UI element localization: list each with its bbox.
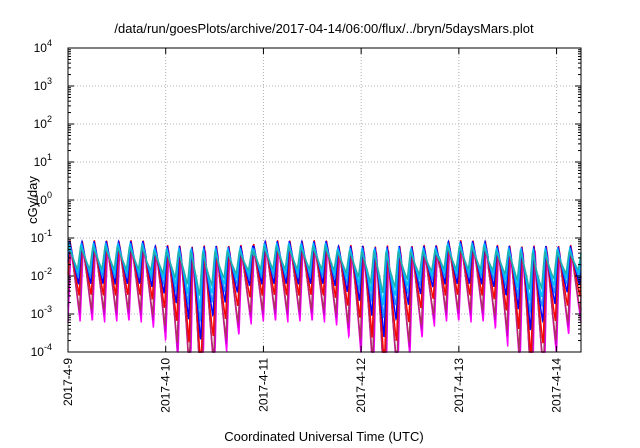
axis-ticks xyxy=(67,47,581,353)
y-tick-label: 103 xyxy=(34,76,52,93)
y-tick-labels: 10-4 10-3 10-2 10-1 100 101 102 103 104 xyxy=(31,38,52,359)
x-tick-label: 2017-4-10 xyxy=(159,358,173,413)
y-tick-label: 10-4 xyxy=(31,342,52,359)
x-tick-label: 2017-4-13 xyxy=(452,358,466,413)
series-line xyxy=(67,243,582,353)
x-tick-label: 2017-4-12 xyxy=(354,358,368,413)
x-axis-label: Coordinated Universal Time (UTC) xyxy=(224,429,423,444)
series-line xyxy=(67,243,582,296)
y-tick-label: 10-1 xyxy=(31,228,52,245)
x-tick-label: 2017-4-9 xyxy=(61,358,75,406)
x-tick-label: 2017-4-14 xyxy=(550,358,564,413)
x-tick-labels: 2017-4-9 2017-4-10 2017-4-11 2017-4-12 2017-… xyxy=(61,358,564,413)
y-tick-label: 100 xyxy=(34,190,52,207)
y-tick-label: 101 xyxy=(34,152,52,169)
y-tick-label: 10-3 xyxy=(31,304,52,321)
series-line xyxy=(67,240,582,353)
x-tick-label: 2017-4-11 xyxy=(256,358,270,412)
series-line xyxy=(67,246,582,353)
series-lines xyxy=(67,239,582,353)
y-tick-label: 104 xyxy=(34,38,52,55)
y-tick-label: 10-2 xyxy=(31,266,52,283)
y-axis-label: cGy/day xyxy=(25,176,40,224)
chart-title: /data/run/goesPlots/archive/2017-04-14/0… xyxy=(114,21,534,36)
y-tick-label: 102 xyxy=(34,114,52,131)
